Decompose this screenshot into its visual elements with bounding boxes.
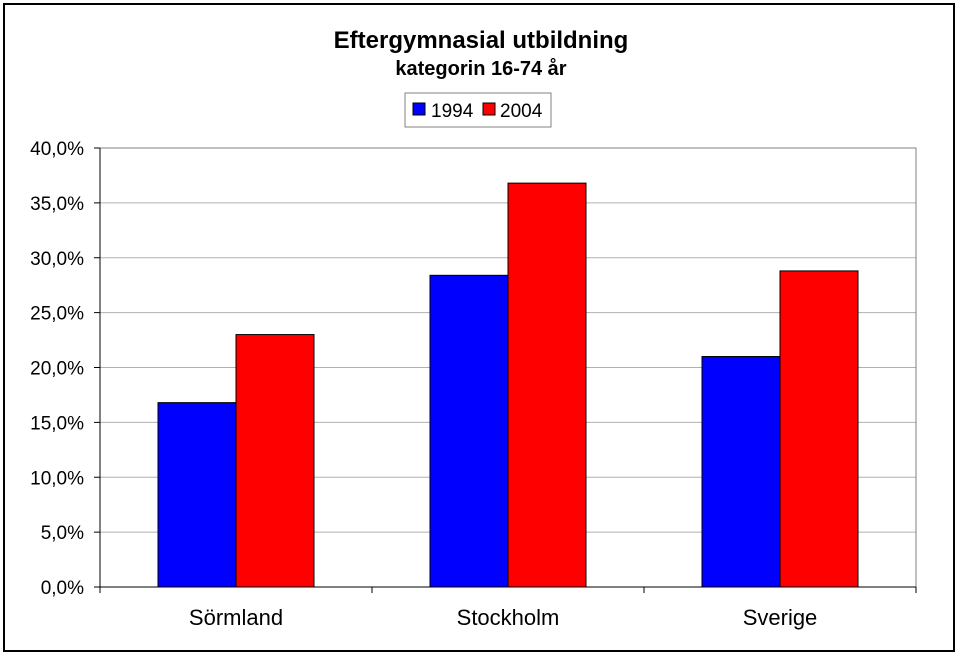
- chart-subtitle: kategorin 16-74 år: [395, 57, 566, 80]
- bars: [157, 182, 859, 588]
- bar-2004-stockholm: [507, 182, 587, 588]
- axes: [94, 147, 917, 593]
- y-tick-label: 35,0%: [30, 194, 84, 215]
- bar-1994-sverige: [701, 356, 781, 588]
- legend-swatch-2004: [482, 102, 496, 116]
- bar-2004-sörmland: [235, 334, 315, 588]
- x-category-labels: Sörmland Stockholm Sverige: [189, 605, 817, 630]
- x-category-label: Sverige: [743, 605, 818, 630]
- legend-box: [404, 92, 552, 128]
- legend: 1994 2004: [404, 92, 552, 128]
- x-category-label: Stockholm: [457, 605, 560, 630]
- bar-1994-stockholm: [429, 274, 509, 588]
- y-tick-label: 20,0%: [30, 359, 84, 380]
- legend-label-1994: 1994: [431, 101, 474, 122]
- legend-label-2004: 2004: [500, 101, 543, 122]
- y-tick-label: 40,0%: [30, 139, 84, 160]
- y-tick-label: 30,0%: [30, 249, 84, 270]
- x-category-label: Sörmland: [189, 605, 283, 630]
- legend-swatch-1994: [412, 102, 426, 116]
- y-tick-label: 5,0%: [41, 523, 84, 544]
- bar-2004-sverige: [779, 270, 859, 588]
- y-tick-labels: 0,0% 5,0% 10,0% 15,0% 20,0% 25,0% 30,0% 35,0% 40…: [30, 139, 84, 599]
- y-tick-label: 25,0%: [30, 304, 84, 325]
- y-tick-label: 0,0%: [41, 578, 84, 599]
- y-tick-label: 10,0%: [30, 468, 84, 489]
- y-tick-label: 15,0%: [30, 413, 84, 434]
- bar-1994-sörmland: [157, 402, 237, 588]
- chart-title: Eftergymnasial utbildning: [334, 27, 629, 54]
